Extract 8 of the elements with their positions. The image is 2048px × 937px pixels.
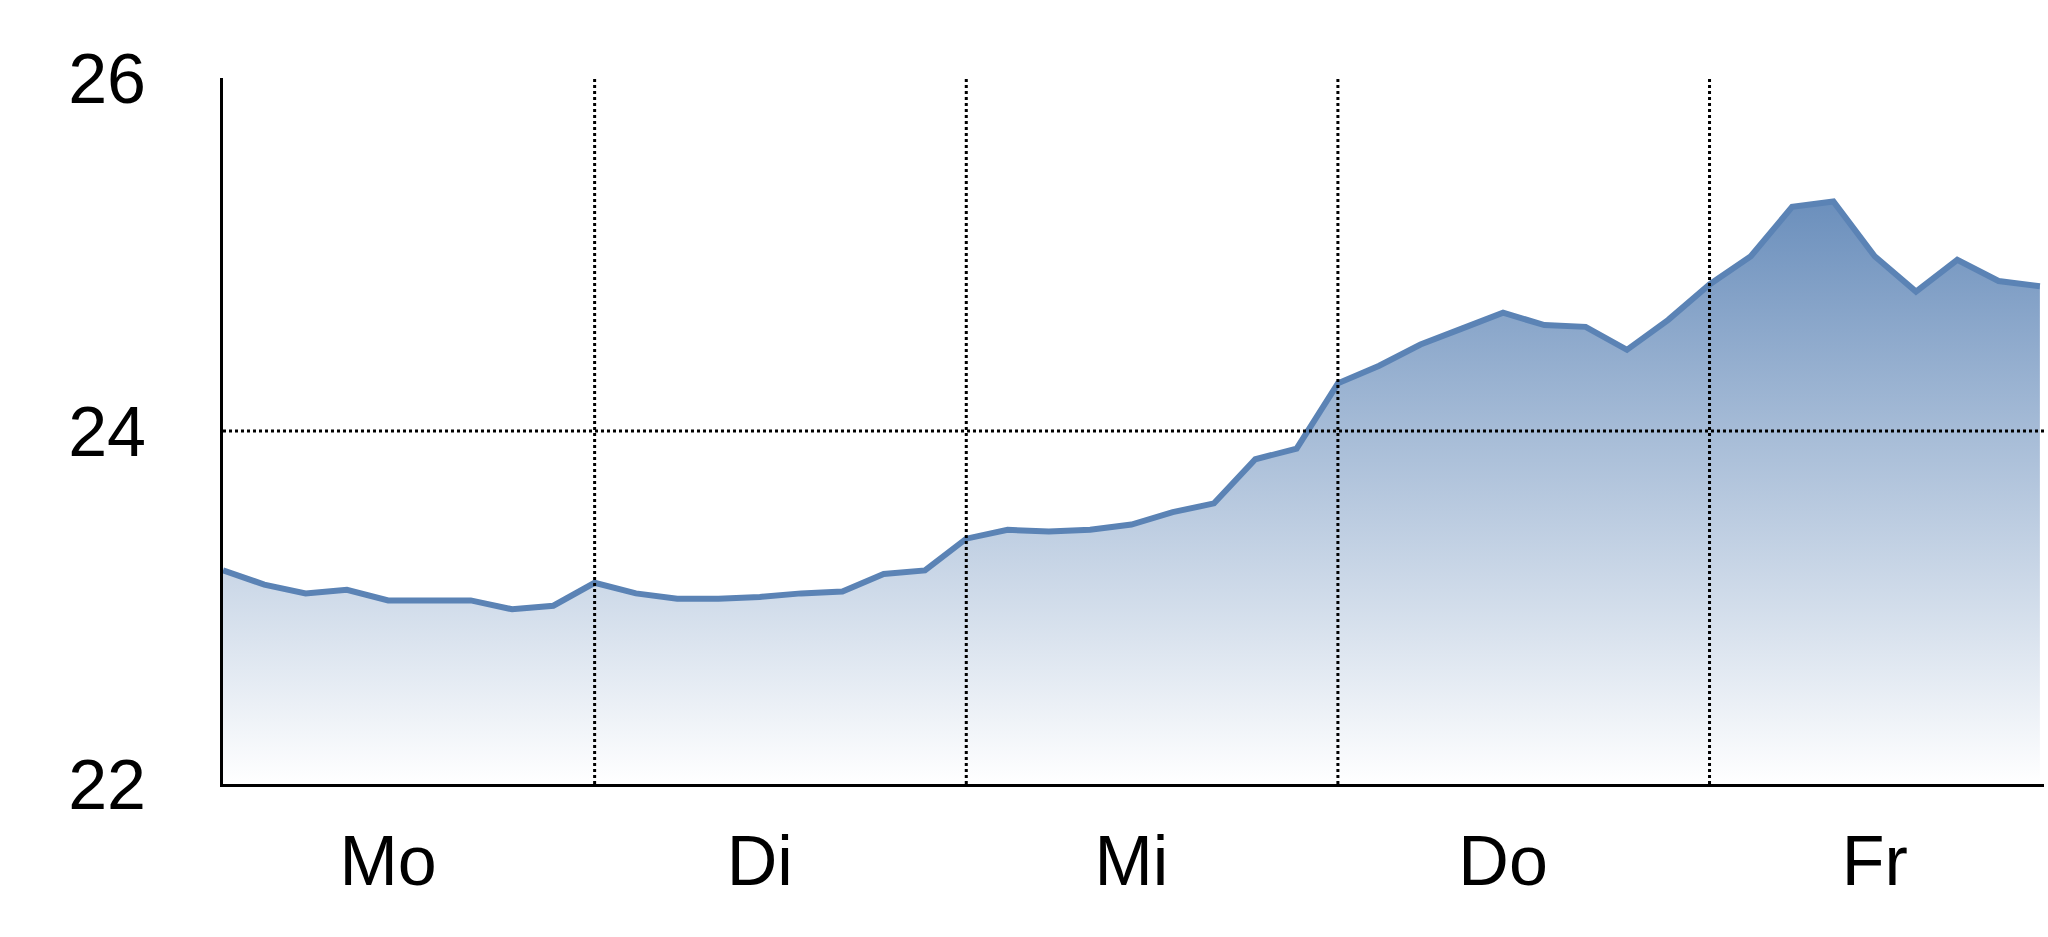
- x-tick-label: Mi: [1094, 822, 1169, 900]
- x-tick-label: Mo: [339, 822, 437, 900]
- y-tick-label: 24: [68, 392, 146, 471]
- x-tick-label: Do: [1458, 822, 1548, 900]
- y-tick-label: 22: [68, 745, 146, 824]
- x-tick-label: Di: [726, 822, 793, 900]
- x-tick-label: Fr: [1841, 822, 1908, 900]
- y-tick-label: 26: [68, 39, 146, 118]
